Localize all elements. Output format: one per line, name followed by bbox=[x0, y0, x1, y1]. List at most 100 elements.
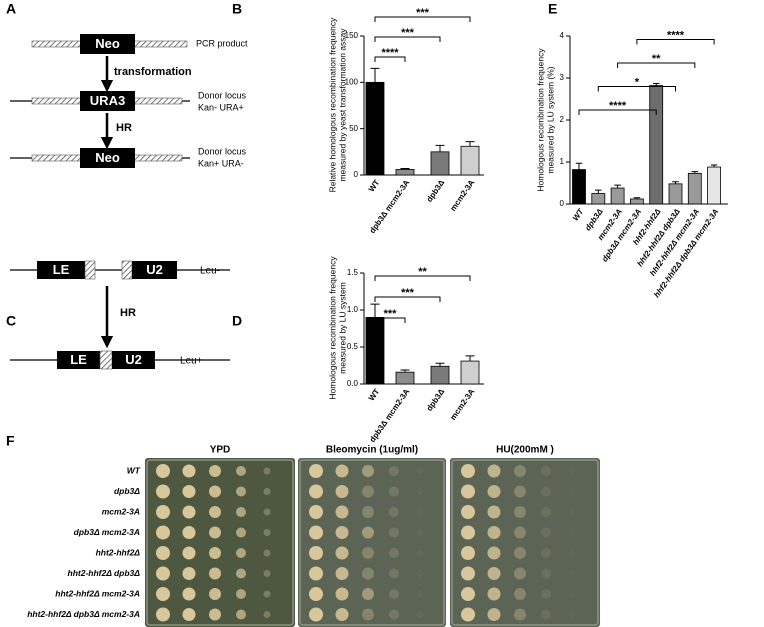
yeast-spot bbox=[487, 485, 501, 498]
error-bar bbox=[710, 164, 718, 168]
yeast-spot bbox=[569, 468, 576, 475]
gene-label: LE bbox=[53, 262, 70, 277]
yeast-spot bbox=[263, 529, 271, 536]
yeast-spot bbox=[362, 608, 374, 621]
yeast-spot bbox=[263, 549, 271, 557]
yeast-spot bbox=[541, 507, 551, 517]
plate-background bbox=[450, 458, 600, 627]
yeast-spot bbox=[209, 465, 221, 477]
note: PCR product bbox=[196, 38, 248, 48]
yeast-spot bbox=[541, 527, 551, 538]
yeast-spot bbox=[263, 611, 271, 618]
strain-label: dpb3Δ mcm2-3A bbox=[74, 527, 140, 537]
diagram-a: Neo PCR product transformation URA3 Dono… bbox=[10, 34, 248, 168]
yeast-spot bbox=[209, 547, 221, 559]
yeast-spot bbox=[389, 568, 399, 579]
repeat bbox=[99, 350, 113, 370]
note: Kan+ URA- bbox=[198, 158, 244, 168]
yeast-spot bbox=[487, 464, 501, 478]
error-bar bbox=[465, 141, 475, 147]
yeast-spot bbox=[487, 526, 501, 539]
yeast-spot bbox=[362, 465, 374, 477]
significance-bracket bbox=[374, 16, 471, 22]
condition-label: HU(200mM ) bbox=[496, 445, 554, 456]
significance-label: *** bbox=[401, 27, 415, 39]
bar bbox=[591, 193, 606, 205]
yeast-spot bbox=[309, 546, 323, 560]
plate bbox=[298, 458, 446, 627]
yeast-spot bbox=[389, 507, 399, 517]
gene-box bbox=[57, 351, 100, 369]
y-tick-label: 3 bbox=[560, 73, 565, 82]
yeast-spot bbox=[335, 526, 349, 539]
plate bbox=[450, 458, 600, 627]
yeast-spot bbox=[461, 546, 475, 560]
yeast-spot bbox=[541, 568, 551, 579]
yeast-spot bbox=[362, 506, 374, 518]
significance-label: **** bbox=[609, 100, 627, 112]
yeast-spot bbox=[209, 567, 221, 580]
significance-bracket bbox=[374, 275, 471, 281]
charts: 0 50 100 150 Relative homologous recombinati… bbox=[327, 7, 728, 444]
yeast-spot bbox=[416, 549, 424, 557]
error-bar bbox=[400, 168, 410, 170]
yeast-spot bbox=[156, 607, 170, 622]
yeast-spot bbox=[461, 505, 475, 519]
bar bbox=[610, 187, 625, 205]
yeast-spot bbox=[236, 486, 246, 497]
yeast-spot bbox=[263, 467, 271, 475]
yeast-spot bbox=[514, 526, 526, 539]
yeast-spot bbox=[569, 550, 576, 557]
error-bar bbox=[614, 184, 621, 189]
yeast-spot bbox=[209, 485, 221, 498]
yeast-spot bbox=[514, 588, 526, 600]
strain-label: hht2-hhf2Δ dpb3Δ mcm2-3A bbox=[27, 609, 140, 619]
condition-label: YPD bbox=[210, 445, 231, 456]
y-axis-label: measured by LU system (%) bbox=[545, 66, 555, 173]
note: Donor locus bbox=[198, 90, 247, 100]
bar-chart: 0.0 0.5 1.0 1.5 Homologous recombination fre… bbox=[327, 256, 484, 444]
yeast-spot bbox=[309, 464, 323, 478]
yeast-spot bbox=[541, 466, 551, 476]
bar bbox=[430, 365, 450, 385]
strain-label: hht2-hhf2Δ dpb3Δ bbox=[68, 568, 141, 578]
significance-label: ** bbox=[652, 53, 661, 65]
yeast-spot bbox=[416, 529, 424, 536]
strain-label: dpb3Δ bbox=[114, 486, 140, 496]
yeast-spot bbox=[514, 465, 526, 477]
y-tick-label: 0.5 bbox=[347, 342, 359, 351]
error-bar bbox=[400, 369, 410, 373]
significance-bracket bbox=[617, 62, 696, 68]
plate-rim bbox=[451, 459, 599, 626]
yeast-spot bbox=[263, 508, 271, 516]
yeast-spot bbox=[389, 609, 399, 620]
yeast-spot bbox=[309, 484, 323, 499]
plate-rim bbox=[299, 459, 445, 626]
yeast-spot bbox=[335, 464, 349, 478]
panel-label: F bbox=[6, 433, 15, 449]
diagram-c: LE U2 Leu- HR LE U2 Leu+ bbox=[10, 260, 230, 370]
y-axis-label: Homologous recombination frequency bbox=[327, 256, 337, 400]
yeast-spot bbox=[335, 587, 349, 601]
yeast-spot bbox=[541, 609, 551, 620]
yeast-spot bbox=[569, 488, 576, 495]
yeast-spot bbox=[487, 567, 501, 580]
yeast-spot bbox=[182, 526, 196, 539]
yeast-spot bbox=[487, 587, 501, 601]
error-bar bbox=[465, 355, 475, 362]
error-bar bbox=[435, 362, 445, 367]
y-tick-label: 0 bbox=[560, 199, 565, 208]
yeast-spot bbox=[416, 611, 424, 618]
yeast-spot bbox=[236, 527, 246, 538]
y-tick-label: 1.5 bbox=[347, 268, 359, 277]
significance-bracket bbox=[374, 296, 441, 302]
yeast-spot bbox=[209, 588, 221, 600]
significance-label: *** bbox=[416, 7, 430, 19]
strain-label: WT bbox=[127, 465, 141, 475]
strain-label: mcm2-3A bbox=[102, 506, 140, 516]
bar bbox=[649, 85, 664, 205]
yeast-spot bbox=[514, 547, 526, 559]
strain-label: hht2-hhf2Δ mcm2-3A bbox=[55, 588, 140, 598]
significance-label: * bbox=[635, 76, 640, 88]
y-tick-label: 50 bbox=[349, 124, 358, 133]
